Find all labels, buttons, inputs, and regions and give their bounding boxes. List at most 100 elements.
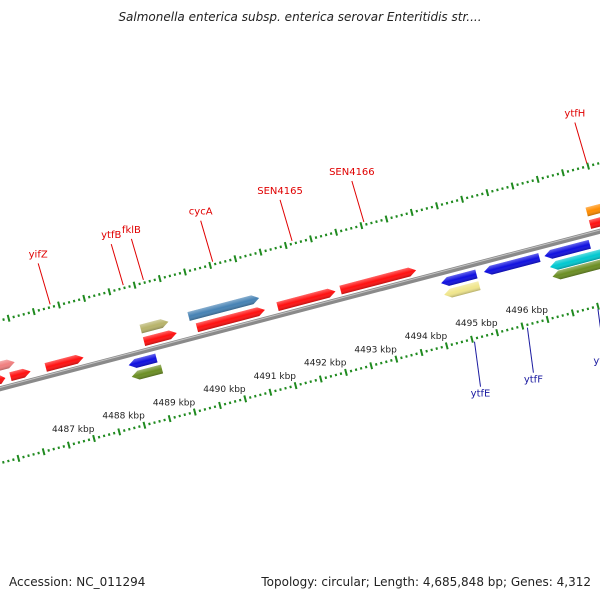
tick-mark: [299, 240, 303, 243]
tick-mark: [193, 267, 197, 271]
tick-mark: [264, 249, 267, 253]
tick-mark: [481, 192, 484, 196]
tick-mark: [289, 385, 292, 389]
tick-mark: [269, 248, 272, 251]
tick-mark: [284, 386, 287, 390]
backbone-highlight: [0, 229, 600, 389]
gene-arrow[interactable]: [276, 287, 336, 311]
tick-mark: [505, 328, 509, 332]
gene-label-leader: [474, 341, 481, 387]
tick-mark: [460, 340, 464, 344]
tick-mark: [390, 216, 393, 220]
gene-arrow-shading: [444, 281, 481, 298]
tick-mark: [62, 302, 66, 306]
gene-arrow[interactable]: [443, 281, 481, 299]
tick-mark: [37, 308, 41, 312]
tick-mark: [274, 389, 277, 393]
tick-mark: [570, 309, 575, 317]
gene-arrow[interactable]: [128, 353, 158, 370]
gene-arrow[interactable]: [44, 353, 85, 372]
tick-mark: [153, 421, 156, 425]
tick-mark: [495, 329, 500, 337]
tick-mark: [47, 306, 51, 310]
tick-mark: [228, 401, 232, 405]
gene-arrow[interactable]: [0, 374, 7, 386]
gene-arrow[interactable]: [543, 239, 591, 261]
tick-mark: [224, 259, 227, 263]
gene-arrow-shading: [142, 330, 177, 346]
tick-mark: [516, 325, 519, 329]
tick-mark: [203, 265, 207, 269]
tick-mark: [258, 248, 263, 256]
genome-backbone: [0, 228, 600, 392]
tick-mark: [419, 348, 424, 357]
tick-mark: [405, 355, 408, 358]
gene-arrow[interactable]: [9, 367, 31, 382]
tick-mark: [365, 222, 368, 226]
tick-mark: [350, 226, 353, 230]
gene-arrow[interactable]: [588, 214, 600, 229]
tick-mark: [92, 434, 96, 443]
tick-mark: [12, 315, 15, 319]
tick-mark: [16, 454, 21, 462]
tick-mark: [173, 415, 176, 419]
tick-mark: [375, 220, 378, 224]
gene-arrow[interactable]: [339, 266, 417, 295]
tick-mark: [31, 308, 36, 316]
gene-label: yifZ: [29, 249, 48, 260]
tick-mark: [213, 262, 217, 266]
tick-mark: [142, 421, 147, 429]
tick-mark: [455, 199, 459, 202]
gene-arrow[interactable]: [131, 364, 164, 382]
tick-mark: [561, 169, 565, 177]
gene-label-leader: [110, 244, 124, 286]
kbp-label: 4493 kbp: [354, 345, 397, 355]
tick-mark: [188, 269, 192, 273]
tick-mark: [203, 407, 207, 411]
tick-mark: [420, 208, 424, 212]
tick-mark: [118, 287, 121, 291]
gene-arrow[interactable]: [195, 306, 266, 333]
gene-arrow[interactable]: [187, 294, 260, 321]
tick-mark: [188, 411, 192, 415]
gene-arrow[interactable]: [0, 358, 16, 372]
tick-mark: [192, 408, 197, 416]
gene-arrow[interactable]: [551, 253, 600, 281]
tick-mark: [384, 215, 389, 223]
tick-mark: [143, 281, 146, 284]
gene-arrow[interactable]: [142, 329, 178, 346]
gene-arrow[interactable]: [440, 269, 478, 288]
map-title: Salmonella enterica subsp. enterica sero…: [118, 10, 482, 24]
tick-mark: [334, 228, 339, 236]
gene-arrow[interactable]: [139, 317, 170, 334]
tick-mark: [511, 327, 514, 331]
tick-mark: [526, 323, 529, 327]
tick-mark: [283, 241, 288, 250]
tick-mark: [440, 345, 444, 349]
tick-mark: [395, 214, 398, 218]
tick-mark: [208, 261, 213, 269]
gene-arrow-shading: [128, 353, 158, 368]
tick-mark: [586, 307, 590, 311]
tick-mark: [581, 308, 585, 312]
tick-mark: [475, 193, 479, 197]
tick-mark: [299, 382, 302, 386]
tick-mark: [183, 413, 187, 417]
tick-mark: [545, 315, 550, 324]
gene-label: ytfH: [564, 108, 585, 119]
tick-mark: [42, 307, 46, 311]
tick-mark: [318, 375, 323, 383]
gene-arrow[interactable]: [549, 244, 600, 271]
gene-label-leader: [574, 122, 588, 164]
tick-mark: [279, 245, 282, 249]
gene-arrow[interactable]: [483, 253, 541, 276]
tick-mark: [167, 415, 172, 423]
tick-mark: [460, 195, 464, 203]
tick-mark: [163, 275, 167, 279]
gene-arrow[interactable]: [585, 202, 600, 217]
kbp-label: 4490 kbp: [203, 385, 246, 395]
tick-mark: [279, 388, 282, 391]
backbone-line: [0, 228, 600, 392]
tick-mark: [329, 374, 333, 378]
tick-mark: [107, 433, 111, 436]
